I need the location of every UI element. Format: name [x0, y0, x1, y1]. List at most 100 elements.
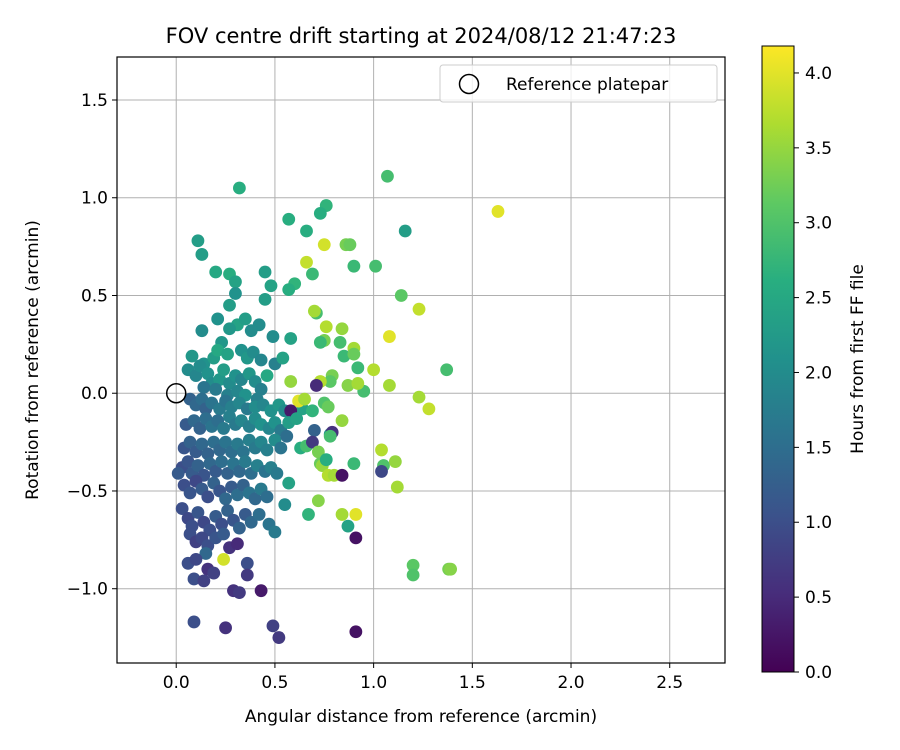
data-point: [375, 465, 388, 478]
data-point: [272, 631, 286, 644]
legend-reference-marker: [458, 73, 480, 95]
data-point: [201, 367, 215, 381]
reference-platepar-point: [165, 382, 187, 404]
data-point: [240, 556, 254, 570]
colorbar-tick-label: 0.0: [805, 663, 832, 683]
colorbar-tick-label: 2.5: [805, 289, 832, 309]
colorbar-tick-label: 1.0: [805, 513, 832, 533]
data-point: [231, 488, 244, 502]
colorbar-tick-label: 1.5: [805, 438, 832, 458]
data-point: [258, 293, 272, 306]
data-point: [193, 359, 207, 373]
data-point: [383, 379, 396, 392]
y-tick-label: −1.0: [67, 580, 108, 600]
data-point: [232, 465, 246, 478]
data-point: [343, 238, 357, 252]
data-point: [347, 347, 361, 361]
data-point: [319, 320, 333, 334]
data-point: [195, 324, 209, 338]
data-point: [308, 304, 321, 318]
data-point: [284, 375, 298, 388]
data-point: [219, 435, 232, 449]
data-point: [268, 525, 282, 539]
data-point: [215, 455, 229, 469]
data-point: [284, 332, 298, 345]
data-point: [298, 392, 311, 406]
colorbar-label: Hours from first FF file: [848, 264, 868, 454]
data-point: [311, 445, 325, 459]
x-tick-label: 0.0: [163, 673, 190, 693]
y-tick-label: −0.5: [67, 482, 108, 502]
data-point: [412, 302, 426, 316]
legend: Reference platepar: [439, 64, 718, 103]
data-point: [191, 459, 205, 472]
colorbar-tick-label: 0.5: [805, 588, 832, 608]
data-point: [221, 504, 234, 517]
colorbar-tick-label: 3.5: [805, 139, 832, 159]
data-point: [349, 531, 363, 545]
data-point: [221, 347, 234, 361]
y-tick-label: 0.0: [81, 384, 108, 404]
data-point: [274, 441, 288, 455]
data-point: [337, 349, 351, 363]
data-point: [201, 447, 215, 461]
data-point: [282, 212, 296, 226]
data-point: [333, 336, 347, 349]
data-point: [189, 369, 203, 383]
data-point: [335, 322, 349, 336]
data-point: [232, 586, 246, 600]
data-point: [349, 625, 363, 639]
data-point: [254, 353, 268, 367]
data-point: [308, 423, 321, 437]
colorbar-tick-label: 3.0: [805, 214, 832, 234]
data-point: [260, 490, 274, 504]
data-point: [335, 468, 349, 482]
data-point: [197, 574, 211, 588]
data-point: [213, 373, 227, 386]
data-point: [323, 429, 337, 443]
data-point: [238, 455, 252, 469]
data-point: [290, 412, 304, 426]
plot-frame: [116, 56, 726, 664]
data-point: [388, 455, 402, 469]
data-point: [217, 527, 230, 541]
data-point: [258, 265, 272, 279]
data-point: [195, 437, 209, 451]
data-point: [191, 234, 205, 248]
data-point: [191, 506, 205, 519]
data-point: [406, 558, 420, 572]
data-point: [248, 492, 262, 506]
data-point: [199, 547, 213, 560]
data-point: [341, 379, 355, 392]
data-point: [300, 224, 313, 238]
data-point: [244, 515, 258, 529]
x-tick-label: 1.5: [459, 673, 486, 693]
data-point: [229, 287, 242, 300]
data-point: [276, 351, 290, 365]
x-tick-label: 1.0: [360, 673, 387, 693]
data-point: [351, 377, 365, 390]
data-point: [381, 169, 394, 183]
data-point: [406, 568, 420, 582]
colorbar-tick-label: 2.0: [805, 363, 832, 383]
data-point: [375, 443, 388, 457]
data-point: [264, 279, 278, 293]
data-point: [209, 465, 223, 478]
data-point: [369, 259, 382, 273]
data-point: [440, 363, 454, 377]
data-point: [313, 206, 327, 220]
data-point: [171, 466, 185, 480]
data-point: [260, 369, 274, 383]
data-point: [390, 480, 404, 494]
data-point: [207, 566, 221, 580]
data-point: [231, 537, 244, 551]
x-tick-label: 2.0: [558, 673, 585, 693]
data-point: [189, 552, 203, 566]
data-point: [341, 519, 355, 533]
data-points: [171, 169, 505, 644]
data-point: [175, 502, 189, 515]
data-point: [215, 517, 229, 531]
y-axis-label: Rotation from reference (arcmin): [23, 220, 43, 500]
data-point: [367, 363, 381, 377]
